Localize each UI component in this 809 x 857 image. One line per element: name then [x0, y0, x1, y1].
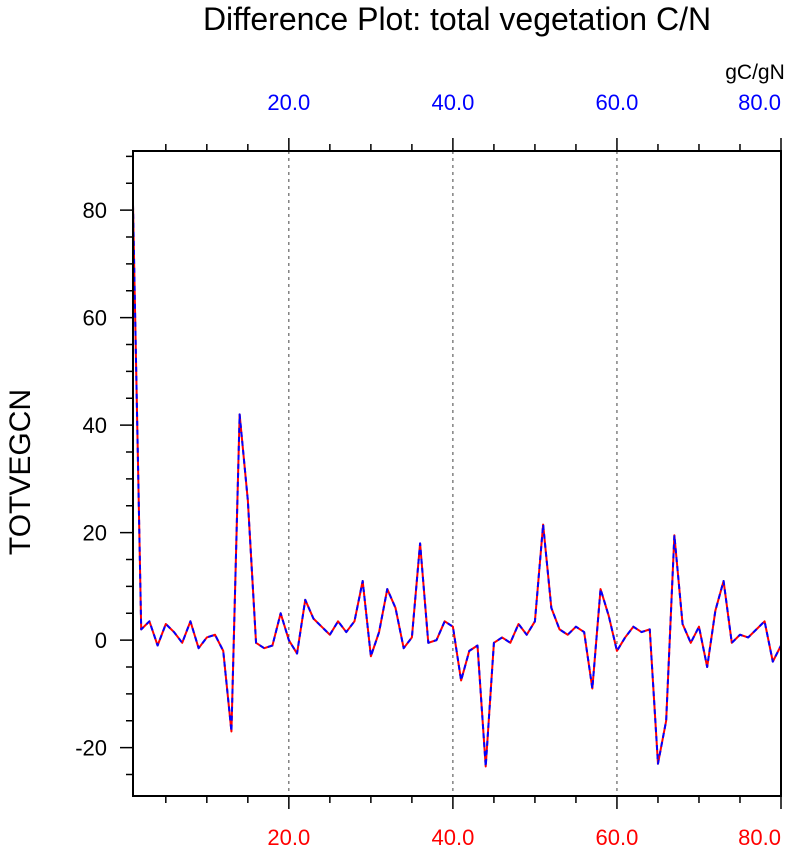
y-tick-label: 60	[83, 306, 107, 331]
plot-frame	[132, 150, 782, 797]
x-top-tick-label: 80.0	[738, 90, 781, 115]
top-axis-unit-label: gC/gN	[725, 61, 785, 84]
series-line-blue-dashed	[132, 204, 782, 768]
x-top-tick-label: 20.0	[267, 90, 310, 115]
axis-ticks	[120, 138, 782, 809]
x-bottom-tick-label: 20.0	[267, 825, 310, 850]
y-axis-label: TOTVEGCN	[4, 389, 37, 555]
x-top-tick-label: 60.0	[596, 90, 639, 115]
y-tick-label: -20	[75, 736, 107, 761]
x-bottom-tick-label: 60.0	[596, 825, 639, 850]
tick-labels: -20 0 20 40 60 80 20.0 20.0 40.0 40.0 60.0 60.0 80.0…	[75, 90, 781, 850]
grid-lines	[288, 151, 618, 796]
y-tick-label: 40	[83, 413, 107, 438]
x-bottom-tick-label: 80.0	[738, 825, 781, 850]
chart-title: Difference Plot: total vegetation C/N	[203, 1, 711, 37]
series-line-red	[132, 204, 782, 768]
y-tick-label: 80	[83, 198, 107, 223]
y-tick-label: 20	[83, 521, 107, 546]
y-tick-label: 0	[95, 628, 107, 653]
x-top-tick-label: 40.0	[431, 90, 474, 115]
x-bottom-tick-label: 40.0	[431, 825, 474, 850]
series-lines	[132, 204, 782, 768]
